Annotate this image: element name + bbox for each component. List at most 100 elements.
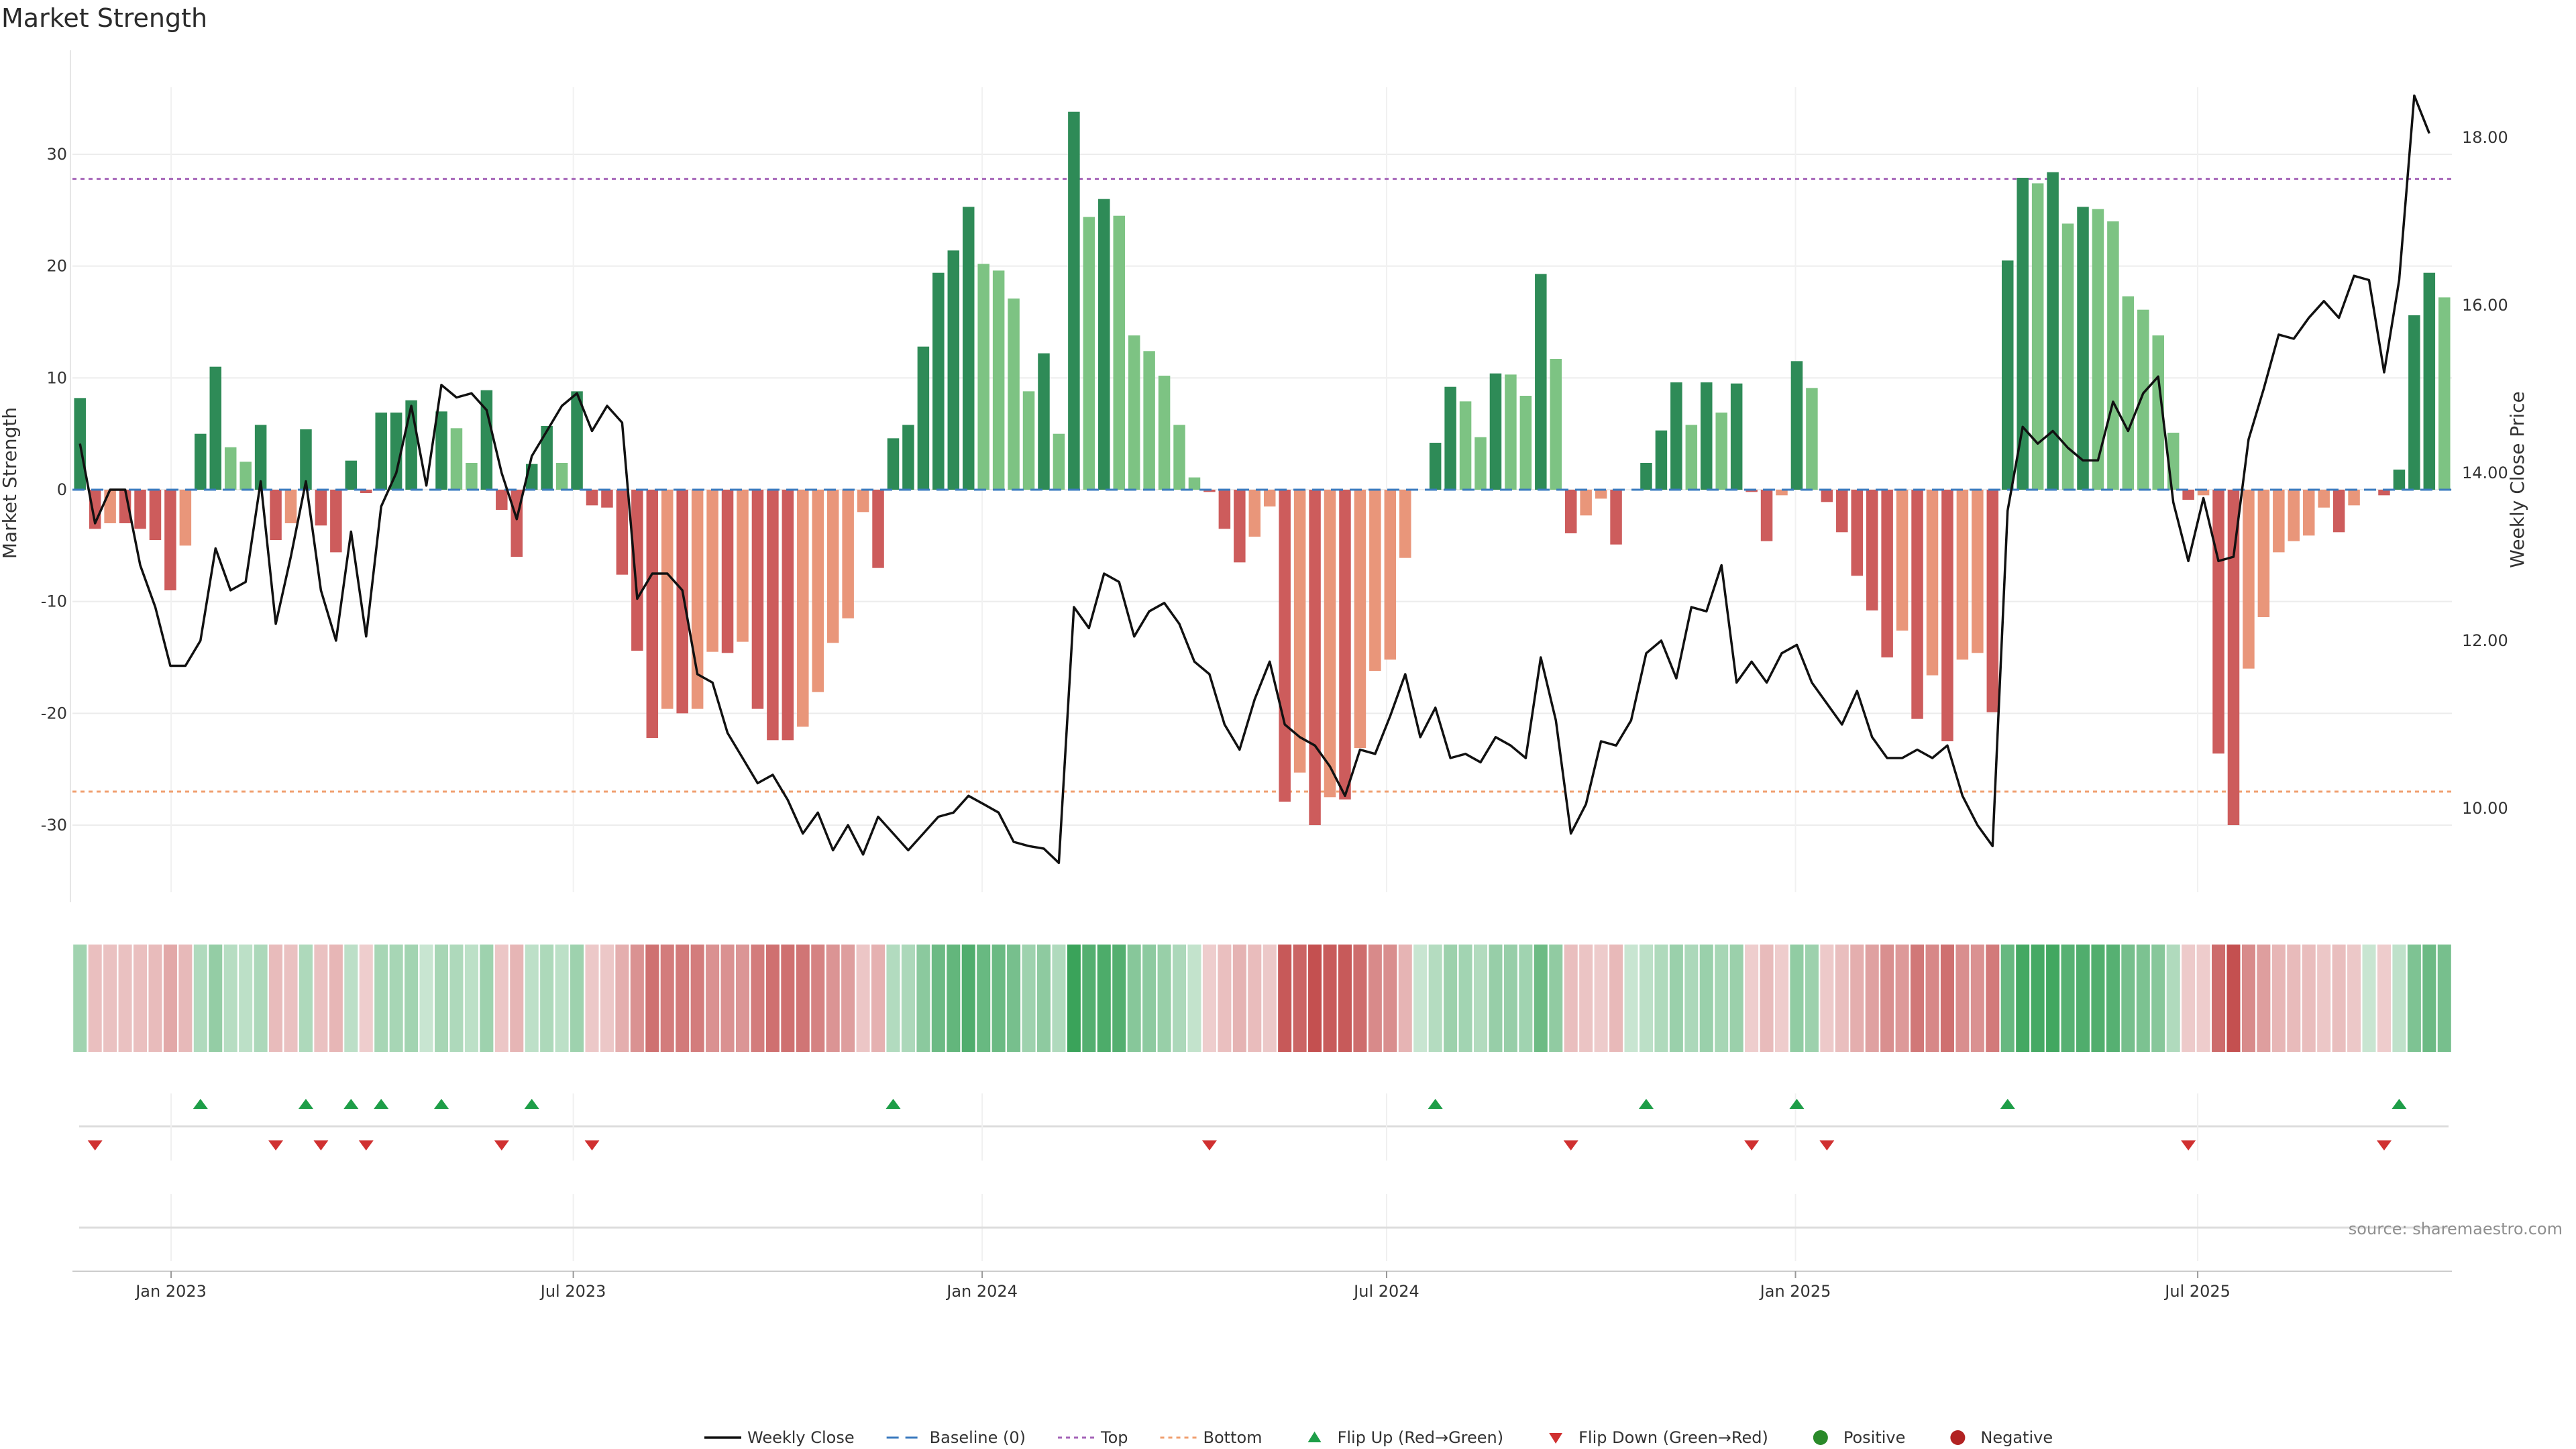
heat-cell bbox=[1549, 945, 1563, 1052]
legend-item-line: Weekly Close bbox=[704, 1428, 855, 1447]
heat-cell bbox=[1729, 945, 1743, 1052]
strength-bar bbox=[2001, 260, 2014, 490]
strength-bar bbox=[1640, 463, 1652, 490]
heat-cell bbox=[1564, 945, 1578, 1052]
heat-cell bbox=[961, 945, 975, 1052]
strength-bar bbox=[2227, 490, 2240, 825]
heat-cell bbox=[1353, 945, 1367, 1052]
heat-cell bbox=[2422, 945, 2436, 1052]
strength-bar bbox=[1248, 490, 1261, 537]
x-tick-label: Jan 2024 bbox=[945, 1282, 1018, 1301]
heat-cell bbox=[1173, 945, 1187, 1052]
heat-cell bbox=[2226, 945, 2241, 1052]
flip-markers bbox=[87, 1099, 2407, 1150]
heat-cell bbox=[1503, 945, 1517, 1052]
flip-up-marker bbox=[885, 1099, 901, 1109]
heat-cell bbox=[344, 945, 358, 1052]
strength-bar bbox=[330, 490, 342, 553]
heat-cell bbox=[1052, 945, 1066, 1052]
strength-bar bbox=[1218, 490, 1231, 529]
heat-cell bbox=[1940, 945, 1954, 1052]
heat-cell bbox=[299, 945, 313, 1052]
strength-heat-strip bbox=[73, 945, 2451, 1052]
strength-bar bbox=[2077, 207, 2089, 490]
heat-cell bbox=[1489, 945, 1503, 1052]
strength-bar bbox=[1926, 490, 1939, 676]
heat-cell bbox=[2076, 945, 2090, 1052]
heat-cell bbox=[735, 945, 750, 1052]
strength-bar bbox=[751, 490, 764, 709]
strength-bar bbox=[1505, 374, 1517, 490]
strength-bar bbox=[887, 438, 900, 490]
heat-cell bbox=[1202, 945, 1216, 1052]
heat-cell bbox=[2407, 945, 2421, 1052]
heat-cell bbox=[510, 945, 524, 1052]
strength-bar bbox=[1399, 490, 1411, 558]
heat-cell bbox=[720, 945, 735, 1052]
strength-bar bbox=[1354, 490, 1366, 748]
strength-bar bbox=[661, 490, 674, 709]
strength-bar bbox=[2061, 223, 2074, 490]
legend-item-top: Top bbox=[1058, 1428, 1128, 1447]
flip-down-marker bbox=[1744, 1140, 1760, 1150]
flip-down-marker bbox=[313, 1140, 329, 1150]
heat-cell bbox=[600, 945, 614, 1052]
strength-bar bbox=[1550, 359, 1562, 490]
strength-bar bbox=[992, 270, 1005, 490]
heat-cell bbox=[991, 945, 1006, 1052]
strength-bar bbox=[1263, 490, 1276, 506]
heat-cell bbox=[449, 945, 464, 1052]
legend-label: Baseline (0) bbox=[930, 1428, 1026, 1447]
strength-bar bbox=[1866, 490, 1878, 610]
heat-cell bbox=[284, 945, 298, 1052]
flip-up-marker bbox=[374, 1099, 389, 1109]
strength-bar bbox=[104, 490, 116, 523]
heat-cell bbox=[2061, 945, 2075, 1052]
heat-cell bbox=[1925, 945, 1939, 1052]
heat-cell bbox=[1413, 945, 1428, 1052]
legend-label: Positive bbox=[1843, 1428, 1906, 1447]
heat-cell bbox=[2362, 945, 2376, 1052]
heat-cell bbox=[1293, 945, 1307, 1052]
heat-cell bbox=[269, 945, 283, 1052]
strength-bar bbox=[1474, 437, 1487, 490]
heat-cell bbox=[1007, 945, 1021, 1052]
strength-bar bbox=[1881, 490, 1893, 657]
heat-cell bbox=[630, 945, 644, 1052]
flip-up-marker bbox=[1638, 1099, 1654, 1109]
flip-down-marker bbox=[494, 1140, 509, 1150]
strength-bar bbox=[224, 447, 237, 490]
strength-bar bbox=[2378, 490, 2390, 496]
strength-bar bbox=[134, 490, 146, 529]
legend-item-positive: Positive bbox=[1813, 1428, 1906, 1447]
strength-bar bbox=[571, 391, 583, 490]
y-axis-ticks: 30 20 10 0 -10 -20 -30 bbox=[41, 145, 67, 835]
legend-label: Weekly Close bbox=[747, 1428, 855, 1447]
strength-bar bbox=[1068, 111, 1080, 490]
strength-bar bbox=[631, 490, 643, 651]
heat-cell bbox=[2287, 945, 2301, 1052]
y-tick-label: 20 bbox=[46, 257, 67, 276]
strength-bar bbox=[2408, 315, 2420, 490]
heat-cell bbox=[1338, 945, 1352, 1052]
strength-bar bbox=[2257, 490, 2270, 617]
strength-bar bbox=[1986, 490, 1999, 712]
strength-bar bbox=[857, 490, 869, 513]
strength-bar bbox=[1670, 382, 1682, 490]
strength-bar bbox=[239, 462, 252, 490]
heat-cell bbox=[1444, 945, 1458, 1052]
heat-cell bbox=[1398, 945, 1412, 1052]
legend-swatch bbox=[1307, 1432, 1322, 1442]
strength-bar bbox=[1098, 199, 1110, 490]
heat-cell bbox=[103, 945, 117, 1052]
strength-bar bbox=[179, 490, 192, 546]
strength-bar bbox=[270, 490, 282, 540]
y-tick-label: 10 bbox=[46, 368, 67, 387]
heat-cell bbox=[2317, 945, 2331, 1052]
heat-cell bbox=[570, 945, 584, 1052]
strength-bar bbox=[1158, 376, 1171, 490]
heat-cell bbox=[1986, 945, 2000, 1052]
heat-cell bbox=[223, 945, 237, 1052]
strength-bar bbox=[315, 490, 327, 526]
strength-bar bbox=[947, 250, 960, 490]
